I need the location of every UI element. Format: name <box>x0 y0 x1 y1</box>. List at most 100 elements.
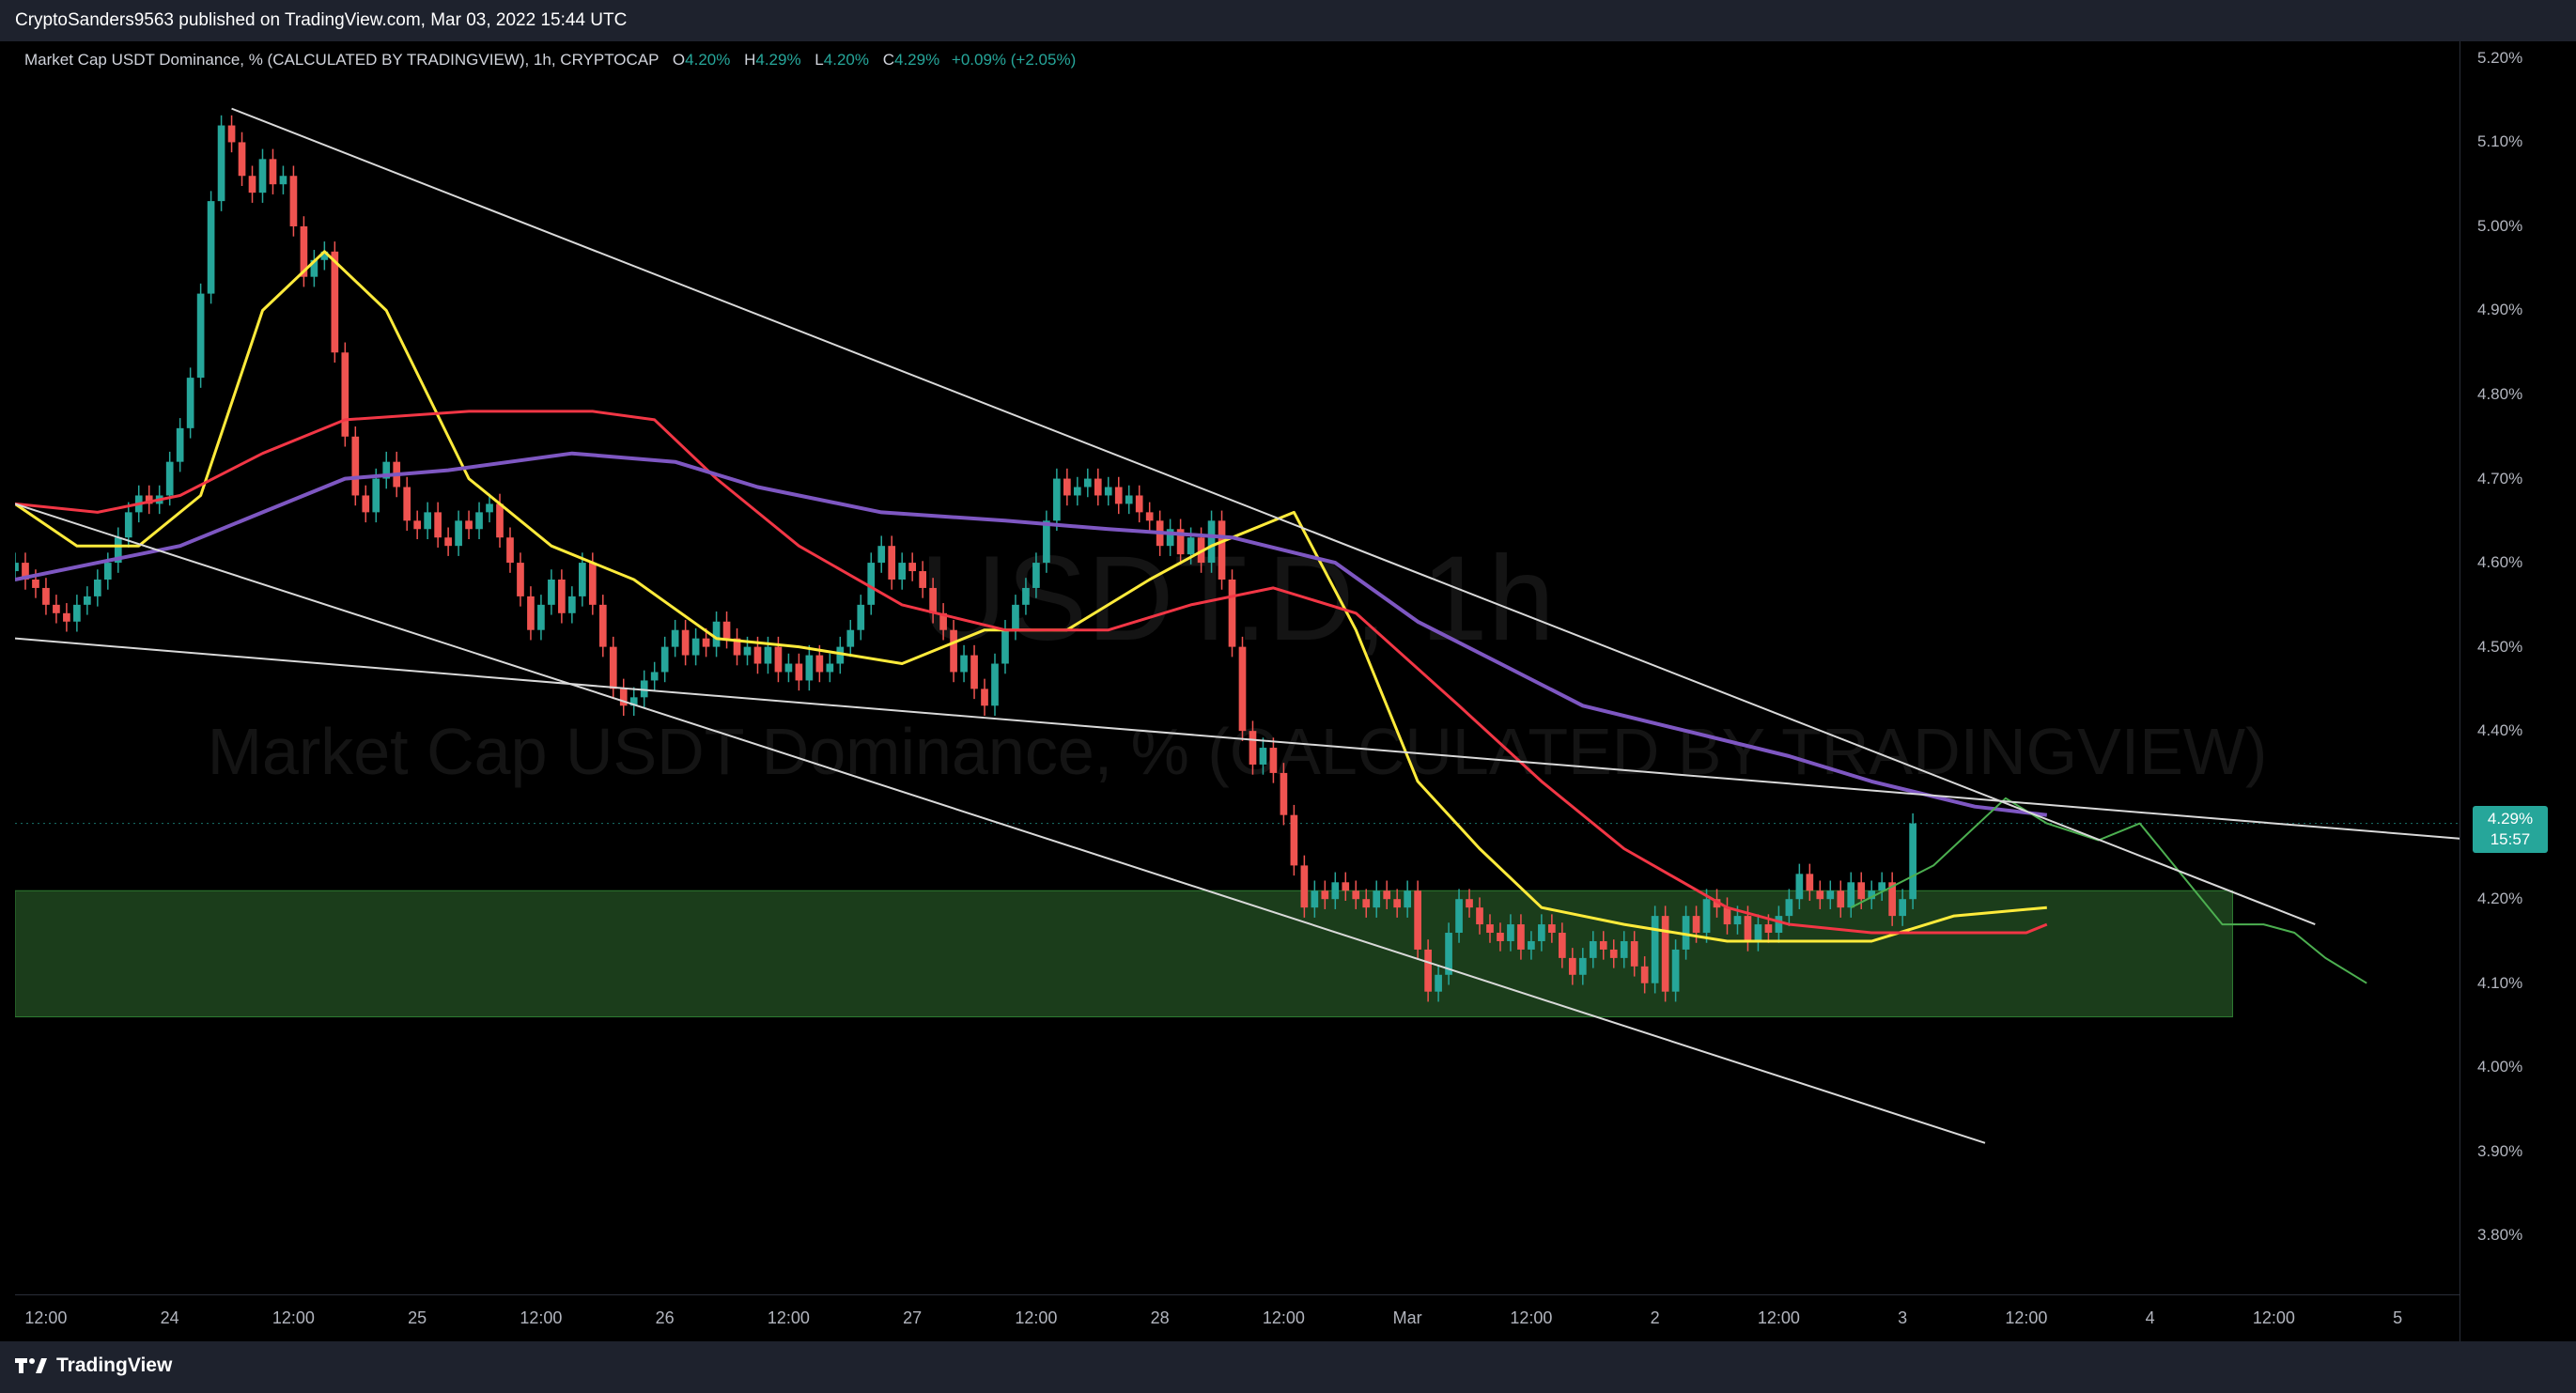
candle-body <box>32 579 39 588</box>
candle-body <box>1424 949 1432 992</box>
candle-body <box>341 352 349 437</box>
time-tick: 12:00 <box>1510 1308 1553 1327</box>
candle-body <box>1094 478 1102 496</box>
legend-open-label: O <box>672 51 686 69</box>
last-price-badge: 4.29% 15:57 <box>2473 806 2548 853</box>
candle-body <box>1486 924 1494 934</box>
candle-body <box>506 537 514 564</box>
price-tick: 4.40% <box>2477 721 2523 740</box>
candle-body <box>1733 916 1742 925</box>
candle-body <box>743 646 752 656</box>
time-tick: Mar <box>1392 1308 1422 1327</box>
time-tick: 12:00 <box>272 1308 315 1327</box>
candle-body <box>815 655 824 673</box>
candle-body <box>1362 899 1371 908</box>
candle-body <box>300 225 308 277</box>
candle-body <box>1517 924 1525 950</box>
candle-body <box>1022 587 1030 605</box>
candle-body <box>1311 890 1319 908</box>
candle-body <box>681 629 690 656</box>
chart-pane[interactable]: USDT.D, 1h Market Cap USDT Dominance, % … <box>15 41 2460 1341</box>
candle-body <box>465 520 473 530</box>
candle-body <box>372 478 380 513</box>
candle-body <box>1888 882 1897 917</box>
candle-body <box>1692 916 1700 934</box>
candle-body <box>764 646 772 664</box>
candle-body <box>207 201 215 294</box>
bottom-bar: TradingView <box>0 1341 2576 1393</box>
candle-body <box>1599 940 1607 950</box>
candle-body <box>444 537 452 547</box>
price-tick: 4.90% <box>2477 301 2523 319</box>
candle-body <box>42 587 50 605</box>
candle-body <box>1837 890 1845 908</box>
candle-body <box>527 596 535 630</box>
legend-low-value: 4.20% <box>823 51 869 69</box>
time-axis[interactable]: 12:00 24 12:00 25 12:00 26 12:00 27 12:00 28 12:00… <box>15 1294 2460 1342</box>
candle-body <box>1909 823 1916 900</box>
candle-body <box>619 689 628 706</box>
candle-body <box>1702 899 1711 934</box>
candle-body <box>1723 907 1731 925</box>
candle-body <box>1857 882 1866 900</box>
candle-body <box>702 638 710 647</box>
time-tick: 12:00 <box>1757 1308 1800 1327</box>
candle-body <box>22 563 29 580</box>
candle-body <box>124 512 132 538</box>
top-bar: CryptoSanders9563 published on TradingVi… <box>0 0 2576 41</box>
candle-body <box>898 563 907 580</box>
candle-body <box>836 646 845 664</box>
time-tick: 12:00 <box>24 1308 68 1327</box>
price-tick: 4.10% <box>2477 973 2523 992</box>
time-tick: 3 <box>1898 1308 1908 1327</box>
candle-body <box>1609 949 1618 958</box>
candle-body <box>1466 899 1473 908</box>
publish-info: CryptoSanders9563 published on TradingVi… <box>15 10 628 30</box>
candle-body <box>867 563 876 605</box>
candle-body <box>1290 814 1298 866</box>
candle-body <box>558 579 566 613</box>
candle-body <box>598 604 607 647</box>
candle-body <box>331 251 339 353</box>
candle-body <box>1620 940 1628 958</box>
candle-body <box>1568 957 1576 975</box>
candle-body <box>362 495 370 513</box>
candle-body <box>568 596 576 613</box>
time-tick: 12:00 <box>1015 1308 1058 1327</box>
price-axis[interactable]: 5.20% 5.10% 5.00% 4.90% 4.80% 4.70% 4.60% 4.50%… <box>2460 41 2576 1341</box>
candle-body <box>1228 579 1236 647</box>
candle-body <box>877 546 886 564</box>
candle-body <box>1455 899 1463 934</box>
legend-high-value: 4.29% <box>755 51 801 69</box>
candle-body <box>1435 974 1442 992</box>
ma-fast-line <box>15 250 2047 943</box>
time-tick: 12:00 <box>2005 1308 2048 1327</box>
time-tick: 12:00 <box>520 1308 563 1327</box>
legend-close-value: 4.29% <box>893 51 940 69</box>
price-tick: 3.80% <box>2477 1226 2523 1245</box>
candle-body <box>960 655 968 673</box>
candle-body <box>496 503 504 538</box>
chart-svg <box>15 107 2460 1144</box>
candle-body <box>1847 882 1855 908</box>
candle-body <box>1043 520 1050 564</box>
tradingview-logo-icon <box>15 1358 47 1373</box>
candle-body <box>1661 916 1669 992</box>
candle-body <box>1528 940 1535 950</box>
candle-body <box>1775 916 1783 934</box>
price-tick: 4.00% <box>2477 1058 2523 1076</box>
demand-zone <box>15 890 2233 1018</box>
channel-top-trendline <box>231 107 2316 925</box>
last-price-countdown: 15:57 <box>2490 830 2531 848</box>
candle-body <box>939 612 947 630</box>
candle-body <box>517 563 524 596</box>
candle-body <box>310 259 318 277</box>
candle-body <box>320 251 329 260</box>
candle-body <box>588 563 597 605</box>
candle-body <box>981 689 988 706</box>
candle-body <box>413 520 422 530</box>
legend-symbol: Market Cap USDT Dominance, % (CALCULATED… <box>24 51 660 69</box>
tradingview-logo: TradingView <box>15 1354 172 1377</box>
time-tick: 5 <box>2393 1308 2403 1327</box>
candle-body <box>950 629 957 673</box>
